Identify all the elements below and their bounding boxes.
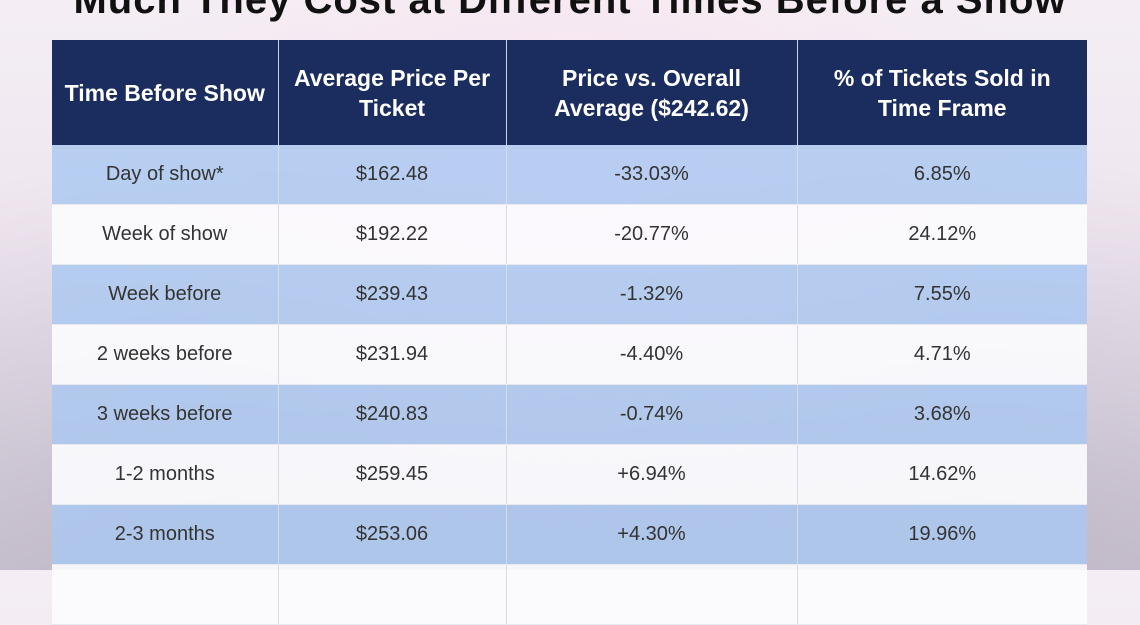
- table-row: Day of show* $162.48 -33.03% 6.85%: [52, 145, 1087, 205]
- table-row: Week before $239.43 -1.32% 7.55%: [52, 264, 1087, 325]
- table-cell: 4.71%: [797, 324, 1087, 385]
- table-cell: $162.48: [278, 145, 507, 205]
- table-cell: Week before: [52, 264, 279, 325]
- table-row-partial: [52, 564, 1087, 625]
- table-cell: 3.68%: [797, 384, 1087, 445]
- table-cell: +4.30%: [506, 504, 798, 565]
- table-cell: Day of show*: [52, 145, 279, 205]
- table-cell: 7.55%: [797, 264, 1087, 325]
- table-cell: -1.32%: [506, 264, 798, 325]
- table-cell: 14.62%: [797, 444, 1087, 505]
- table-cell: [506, 564, 798, 625]
- table-cell: 2-3 months: [52, 504, 279, 565]
- table-row: 1-2 months $259.45 +6.94% 14.62%: [52, 444, 1087, 505]
- table-cell: 1-2 months: [52, 444, 279, 505]
- table-cell: $231.94: [278, 324, 507, 385]
- table-cell: $259.45: [278, 444, 507, 505]
- table-cell: 19.96%: [797, 504, 1087, 565]
- table-row: Week of show $192.22 -20.77% 24.12%: [52, 204, 1087, 265]
- table-cell: 24.12%: [797, 204, 1087, 265]
- table-cell: [52, 564, 279, 625]
- table-cell: [797, 564, 1087, 625]
- ticket-price-table: Time Before Show Average Price Per Ticke…: [52, 40, 1087, 625]
- table-cell: -4.40%: [506, 324, 798, 385]
- column-header: Average Price Per Ticket: [278, 40, 507, 145]
- page-title: Much They Cost at Different Times Before…: [73, 0, 1067, 22]
- column-header: Time Before Show: [52, 40, 279, 145]
- table-cell: 6.85%: [797, 145, 1087, 205]
- table-cell: -33.03%: [506, 145, 798, 205]
- table-cell: +6.94%: [506, 444, 798, 505]
- table-cell: $239.43: [278, 264, 507, 325]
- table-cell: -20.77%: [506, 204, 798, 265]
- column-header: Price vs. Overall Average ($242.62): [506, 40, 798, 145]
- table-cell: $192.22: [278, 204, 507, 265]
- table-row: 2 weeks before $231.94 -4.40% 4.71%: [52, 324, 1087, 385]
- table-header-row: Time Before Show Average Price Per Ticke…: [52, 40, 1087, 145]
- table-cell: -0.74%: [506, 384, 798, 445]
- table-cell: 2 weeks before: [52, 324, 279, 385]
- table-cell: $240.83: [278, 384, 507, 445]
- table-row: 3 weeks before $240.83 -0.74% 3.68%: [52, 384, 1087, 445]
- table-row: 2-3 months $253.06 +4.30% 19.96%: [52, 504, 1087, 565]
- table-cell: $253.06: [278, 504, 507, 565]
- table-cell: Week of show: [52, 204, 279, 265]
- table-cell: 3 weeks before: [52, 384, 279, 445]
- column-header: % of Tickets Sold in Time Frame: [797, 40, 1087, 145]
- table-cell: [278, 564, 507, 625]
